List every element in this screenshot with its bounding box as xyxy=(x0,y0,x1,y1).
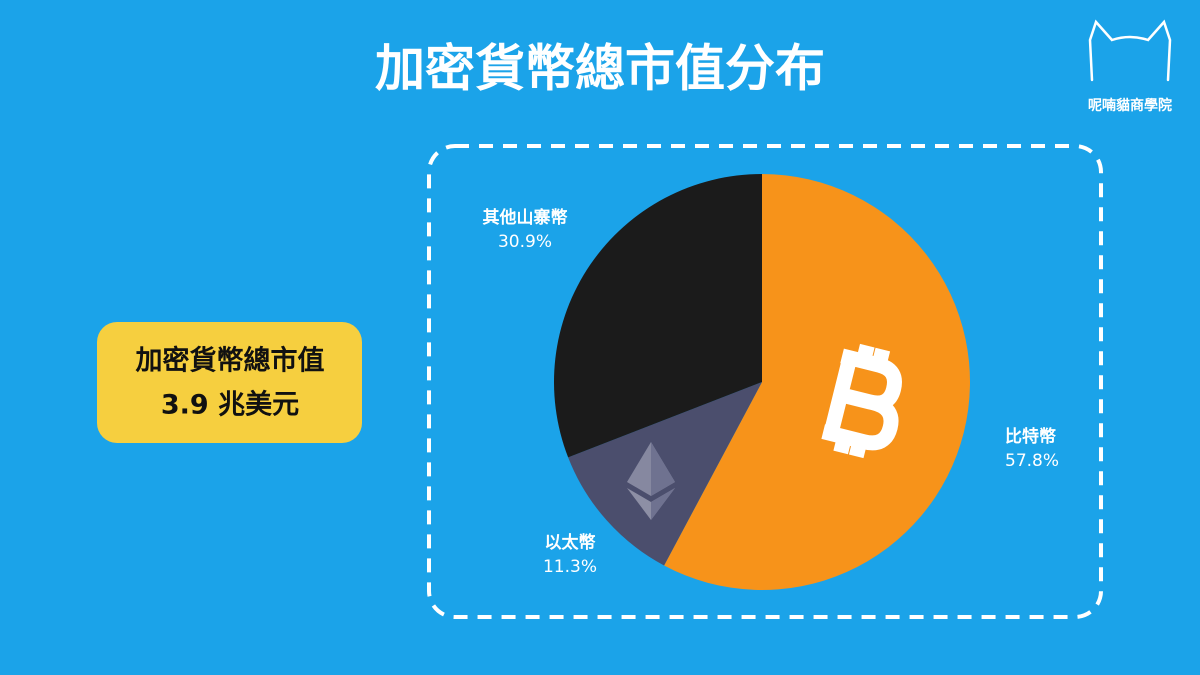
slice-label: 以太幣 xyxy=(545,532,596,553)
brand: 呢喃貓商學院 xyxy=(1088,97,1172,114)
frame xyxy=(427,144,1103,619)
callout-box xyxy=(97,322,362,443)
pie-slice xyxy=(554,174,762,458)
callout-value: 3.9 兆美元 xyxy=(161,389,299,421)
slice-value-label: 57.8% xyxy=(1005,451,1059,471)
logo xyxy=(1088,19,1172,82)
slice-value-label: 30.9% xyxy=(498,232,552,252)
slice-label: 比特幣 xyxy=(1005,426,1056,447)
bitcoin-icon xyxy=(821,343,902,459)
slice-label: 其他山寨幣 xyxy=(483,207,568,228)
callout-title: 加密貨幣總市值 xyxy=(136,345,325,377)
slice-value-label: 11.3% xyxy=(543,557,597,577)
ethereum-icon xyxy=(627,442,675,520)
pie-slice xyxy=(664,174,970,590)
chart-title: 加密貨幣總市值分布 xyxy=(375,40,825,98)
pie xyxy=(554,174,970,590)
